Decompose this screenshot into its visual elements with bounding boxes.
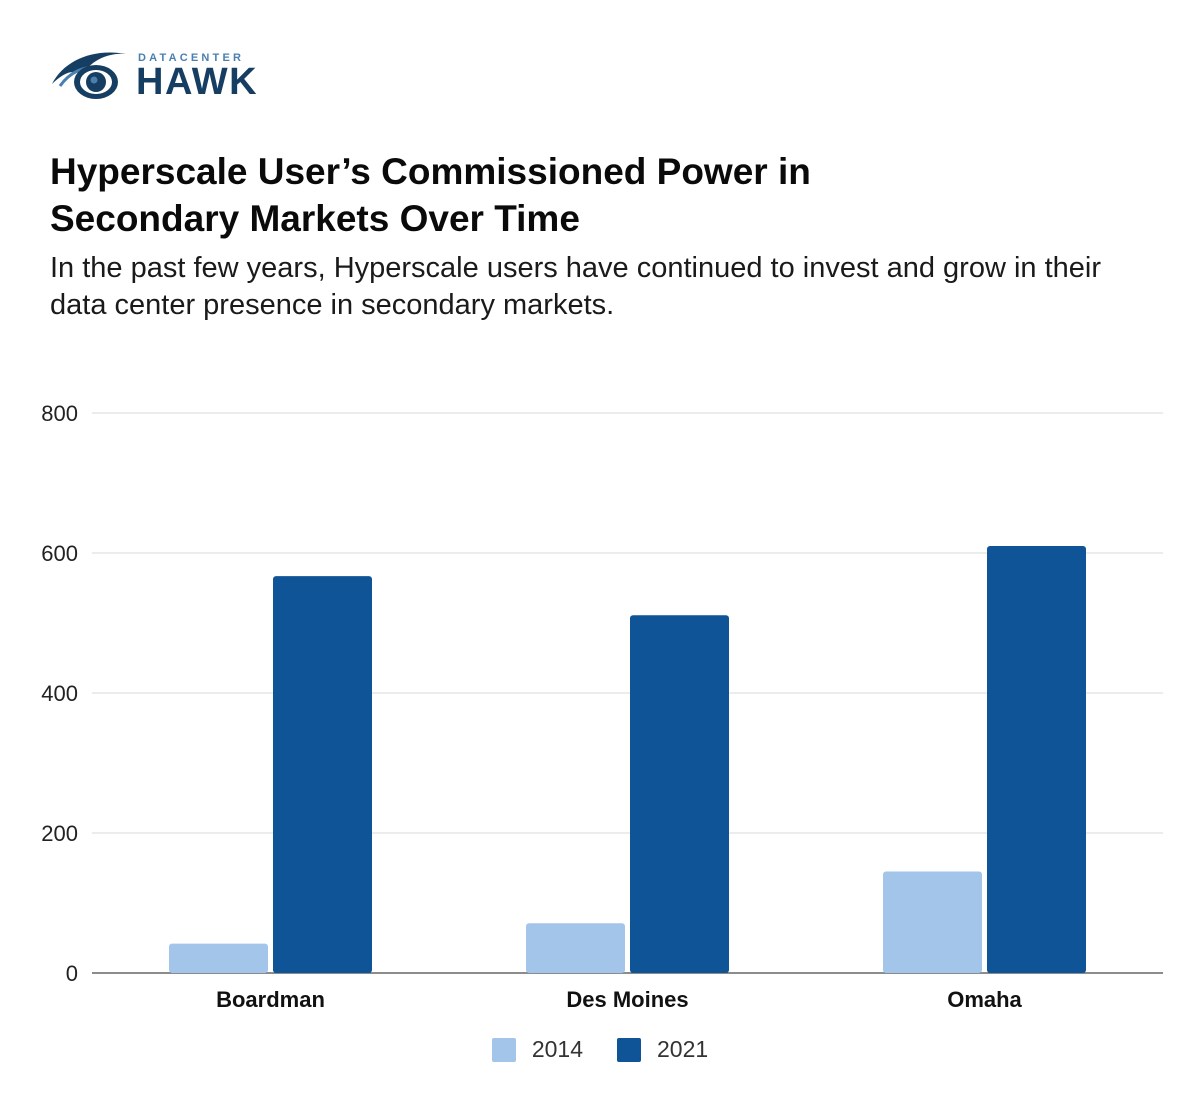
y-tick-label: 200 [41, 821, 78, 846]
bar-des-moines-2021 [630, 615, 729, 973]
bar-boardman-2014 [169, 943, 268, 973]
y-tick-label: 400 [41, 681, 78, 706]
chart-legend: 2014 2021 [0, 1036, 1200, 1063]
legend-swatch-2014 [491, 1037, 516, 1062]
bar-omaha-2021 [987, 546, 1086, 973]
chart-subtitle: In the past few years, Hyperscale users … [50, 252, 1102, 321]
legend-item-2021: 2021 [617, 1036, 708, 1063]
bar-omaha-2014 [883, 871, 982, 973]
logo-small-text: DATACENTER [138, 52, 245, 64]
bar-boardman-2021 [273, 576, 372, 973]
y-tick-label: 800 [41, 401, 78, 426]
legend-label-2021: 2021 [657, 1036, 709, 1062]
x-tick-label: Des Moines [566, 987, 688, 1012]
y-tick-label: 600 [41, 541, 78, 566]
y-tick-label: 0 [66, 961, 78, 986]
logo-big-text: HAWK [136, 61, 259, 103]
bar-chart: 0 200 400 600 800 Boardman Des Moines Omaha [41, 401, 1163, 1012]
x-tick-label: Boardman [216, 987, 325, 1012]
bar-des-moines-2014 [526, 923, 625, 973]
hawk-eye-icon [52, 52, 126, 99]
legend-swatch-2021 [617, 1037, 641, 1062]
datacenter-hawk-logo: DATACENTER HAWK [50, 46, 280, 106]
chart-title: Hyperscale User’s Commissioned Power in … [50, 151, 811, 239]
legend-item-2014: 2014 [491, 1036, 583, 1063]
x-tick-label: Omaha [947, 987, 1022, 1012]
legend-label-2014: 2014 [531, 1036, 583, 1062]
